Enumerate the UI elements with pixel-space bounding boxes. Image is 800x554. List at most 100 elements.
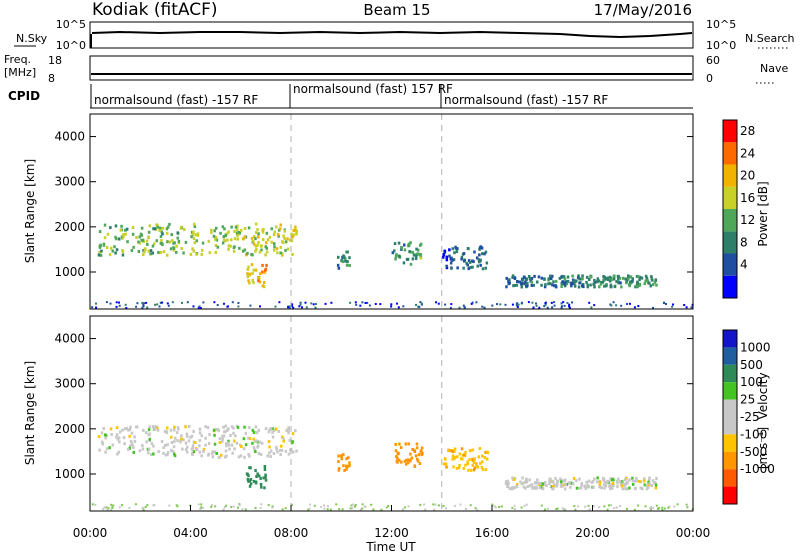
power-cell-baseline [288, 305, 291, 308]
power-cell-baseline [551, 306, 554, 309]
velocity-cell-baseline [134, 503, 137, 506]
velocity-cell-baseline [493, 505, 496, 508]
velocity-cell-main-arc [266, 454, 269, 458]
power-cell-evening-band [565, 282, 569, 286]
velocity-cell-main-arc [148, 437, 151, 441]
velocity-cell-main-arc [257, 452, 261, 455]
power-cell-main-arc [247, 226, 251, 230]
velocity-cell-main-arc [253, 448, 256, 452]
velocity-cell-main-arc [198, 439, 202, 442]
velocity-cell-afternoon-echo [481, 454, 484, 458]
power-cell-main-arc [106, 232, 110, 236]
velocity-cell-main-arc [270, 449, 273, 453]
velocity-cell-baseline [121, 504, 123, 507]
velocity-cell-baseline [142, 508, 145, 511]
velocity-cell-baseline [573, 505, 576, 507]
velocity-cell-baseline [442, 505, 445, 507]
power-cell-main-arc [236, 234, 239, 238]
velocity-cell-main-arc [194, 441, 197, 445]
power-cell-main-arc [291, 252, 294, 256]
velocity-cell-baseline [476, 508, 479, 511]
power-cell-baseline [299, 301, 302, 304]
velocity-cell-evening-band [639, 480, 643, 484]
velocity-cell-main-arc [157, 450, 160, 454]
velocity-cell-evening-band [543, 482, 547, 486]
power-cell-baseline [516, 304, 519, 307]
power-cell-evening-band [526, 284, 529, 288]
power-cell-evening-band [511, 274, 515, 278]
velocity-cell-main-arc [258, 440, 261, 444]
power-cell-main-arc [137, 250, 141, 253]
velocity-cell-baseline [267, 504, 270, 507]
power-cell-main-arc [265, 250, 269, 254]
velocity-cell-evening-band [617, 477, 620, 481]
power-data-layer [91, 114, 694, 309]
velocity-colorbar-tick: -1000 [740, 462, 775, 476]
velocity-cell-baseline [587, 504, 590, 507]
velocity-cell-main-arc [172, 445, 176, 449]
velocity-cell-baseline [351, 503, 354, 506]
power-cell-main-arc [281, 240, 284, 244]
velocity-cell-main-arc [279, 453, 282, 457]
power-cell-baseline [568, 305, 570, 308]
power-cell-main-arc [171, 239, 174, 243]
power-cell-baseline [449, 306, 452, 309]
power-cell-main-arc [295, 229, 299, 233]
power-cell-afternoon-echo [478, 253, 481, 257]
power-cell-evening-band [644, 274, 648, 278]
nsky-frame [89, 21, 694, 49]
power-cell-main-arc [97, 253, 101, 257]
power-cell-afternoon-echo [445, 258, 449, 262]
velocity-cell-noon-echo [411, 448, 414, 451]
velocity-cell-main-arc [169, 428, 173, 432]
power-cell-baseline [504, 303, 507, 306]
velocity-cell-main-arc [186, 445, 189, 449]
power-cell-main-arc [144, 247, 147, 251]
power-cell-baseline [546, 306, 549, 309]
velocity-cell-noon-echo [394, 449, 398, 453]
velocity-cell-main-arc [119, 430, 122, 434]
velocity-cell-baseline [592, 505, 595, 508]
velocity-cell-evening-band [602, 477, 606, 481]
velocity-cell-main-arc [251, 428, 255, 432]
velocity-cell-noon-echo [409, 459, 412, 463]
velocity-cell-baseline [453, 504, 456, 507]
velocity-cell-main-arc [226, 441, 230, 445]
power-cell-main-arc [114, 251, 117, 255]
power-cell-baseline [349, 301, 352, 304]
velocity-cell-noon-echo [395, 459, 399, 463]
velocity-cell-main-arc [195, 448, 199, 451]
velocity-cell-baseline [649, 507, 652, 510]
power-cell-main-arc [257, 241, 260, 244]
velocity-cell-baseline [661, 509, 664, 511]
power-cell-main-arc [238, 246, 241, 250]
power-cell-baseline [145, 301, 148, 304]
velocity-cell-main-arc [242, 437, 246, 441]
power-cell-main-arc [124, 232, 127, 236]
velocity-cell-baseline [197, 503, 200, 506]
velocity-cell-evening-band [592, 485, 595, 489]
velocity-cell-baseline [608, 504, 610, 507]
velocity-cell-main-arc [98, 448, 101, 452]
power-cell-baseline [355, 303, 358, 306]
velocity-cell-afternoon-echo [476, 465, 479, 469]
velocity-cell-evening-band [612, 483, 615, 487]
velocity-cell-main-arc [282, 439, 285, 443]
velocity-cell-main-arc [240, 445, 243, 448]
velocity-cell-main-arc [217, 429, 221, 433]
power-cell-evening-band [536, 280, 539, 284]
power-cell-baseline [612, 301, 615, 304]
velocity-cell-evening-band [504, 481, 508, 485]
velocity-cell-lower-blob [264, 475, 267, 479]
velocity-cell-main-arc [218, 441, 222, 444]
power-cell-baseline [665, 303, 667, 305]
velocity-cell-evening-band [523, 480, 527, 484]
nsky-left-tick-bottom: 10^0 [56, 39, 86, 52]
velocity-cell-main-arc [198, 427, 202, 431]
power-y-axis-label: Slant Range [km] [23, 159, 37, 263]
velocity-cell-main-arc [127, 428, 130, 432]
power-cell-baseline [197, 306, 200, 309]
velocity-cell-baseline [110, 503, 113, 506]
power-cell-evening-band [544, 283, 547, 287]
velocity-colorbar: 1000 500 100 25 -25 -100 -500 -1000 [722, 329, 775, 505]
